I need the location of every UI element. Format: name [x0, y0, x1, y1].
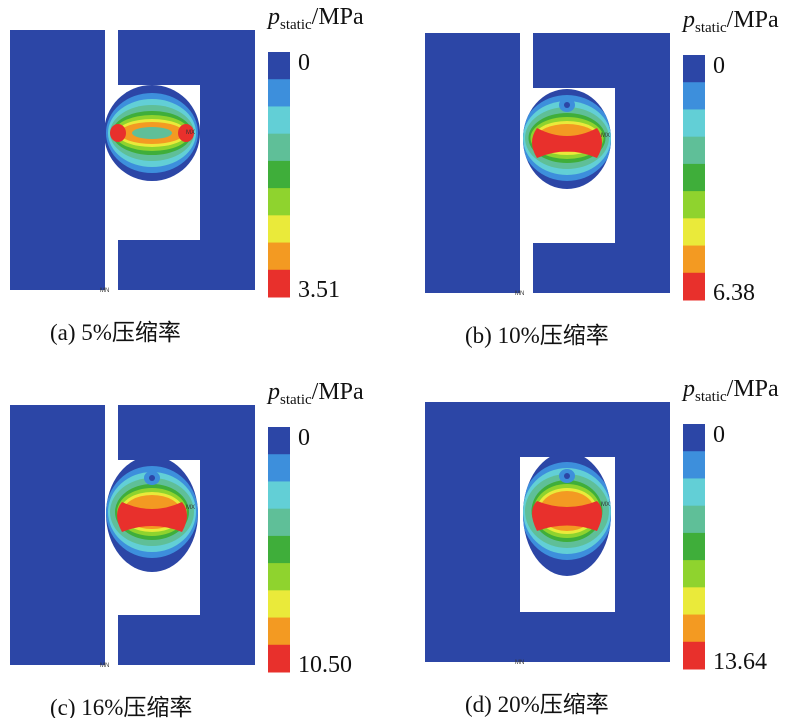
colorbar-band: [268, 269, 290, 298]
legend-title: pstatic/MPa: [266, 379, 364, 408]
colorbar-band: [683, 191, 705, 219]
colorbar-band: [683, 505, 705, 534]
max-marker: MX: [601, 502, 610, 508]
hot-spot: [532, 501, 602, 531]
colorbar-band: [683, 587, 705, 616]
min-marker: MN: [515, 660, 524, 666]
legend-subscript: static: [695, 20, 727, 36]
colorbar-band: [683, 109, 705, 138]
colorbar-max-label: 13.64: [713, 649, 767, 675]
panel: MN MX 0 13.64 pstatic/MPa (d) 20%压缩率: [425, 376, 779, 717]
panel: MN MX 0 3.51 pstatic/MPa (a) 5%压缩率: [10, 4, 364, 345]
colorbar-band: [268, 454, 290, 482]
contour: [523, 89, 611, 189]
contour-band: [149, 475, 155, 481]
colorbar-band: [268, 508, 290, 537]
left-block: [425, 402, 520, 662]
colorbar-band: [268, 188, 290, 216]
colorbar-band: [268, 535, 290, 564]
colorbar-band: [683, 478, 705, 507]
colorbar-min-label: 0: [298, 425, 310, 451]
panel: MN MX 0 6.38 pstatic/MPa (b) 10%压缩率: [425, 7, 779, 348]
colorbar-band: [268, 563, 290, 591]
hot-spot: [532, 128, 602, 158]
clamp-block: [118, 30, 255, 290]
caption: (a) 5%压缩率: [50, 320, 181, 345]
colorbar-band: [683, 641, 705, 670]
legend-title: pstatic/MPa: [266, 4, 364, 33]
colorbar-band: [268, 160, 290, 189]
left-block: [10, 405, 105, 665]
max-marker: MX: [186, 505, 195, 511]
max-marker: MX: [601, 133, 610, 139]
colorbar-band: [268, 242, 290, 271]
legend-unit: /MPa: [727, 376, 779, 402]
legend-subscript: static: [695, 389, 727, 405]
contour-band: [132, 127, 172, 139]
legend-symbol: p: [681, 376, 695, 402]
colorbar-band: [683, 272, 705, 301]
colorbar-band: [683, 55, 705, 83]
colorbar-band: [683, 560, 705, 588]
colorbar-min-label: 0: [713, 422, 725, 448]
colorbar-max-label: 10.50: [298, 652, 352, 678]
colorbar-band: [683, 136, 705, 165]
colorbar-band: [683, 614, 705, 643]
hot-spot: [110, 124, 126, 142]
min-marker: MN: [100, 288, 109, 294]
colorbar-min-label: 0: [298, 50, 310, 76]
colorbar-band: [683, 245, 705, 274]
clamp-block: [118, 405, 255, 665]
hot-spot: [178, 124, 194, 142]
legend-title: pstatic/MPa: [681, 376, 779, 405]
colorbar-band: [268, 481, 290, 510]
legend-subscript: static: [280, 17, 312, 33]
contour: [106, 456, 198, 572]
contour-band: [564, 473, 570, 479]
legend-title: pstatic/MPa: [681, 7, 779, 36]
hot-spot: [117, 502, 187, 532]
contour: [523, 452, 611, 576]
colorbar-band: [683, 424, 705, 452]
legend-subscript: static: [280, 392, 312, 408]
legend-unit: /MPa: [727, 7, 779, 33]
min-marker: MN: [100, 663, 109, 669]
contour: [104, 85, 200, 181]
left-block: [425, 33, 520, 293]
max-marker: MX: [186, 130, 195, 136]
colorbar-band: [683, 218, 705, 247]
caption: (c) 16%压缩率: [50, 695, 192, 718]
colorbar-band: [683, 532, 705, 561]
left-block: [10, 30, 105, 290]
colorbar-min-label: 0: [713, 53, 725, 79]
colorbar-band: [268, 79, 290, 107]
colorbar-band: [268, 427, 290, 455]
legend-unit: /MPa: [312, 4, 364, 30]
legend-unit: /MPa: [312, 379, 364, 405]
colorbar-band: [268, 52, 290, 80]
colorbar-band: [268, 617, 290, 646]
min-marker: MN: [515, 291, 524, 297]
clamp-block: [533, 33, 670, 293]
colorbar-band: [683, 82, 705, 110]
clamp-block: [520, 402, 670, 662]
colorbar-max-label: 3.51: [298, 277, 340, 303]
caption: (d) 20%压缩率: [465, 692, 609, 717]
colorbar-band: [268, 133, 290, 162]
colorbar-max-label: 6.38: [713, 280, 755, 306]
caption: (b) 10%压缩率: [465, 323, 609, 348]
legend-symbol: p: [266, 4, 280, 30]
colorbar-band: [268, 106, 290, 135]
colorbar-band: [683, 163, 705, 192]
panel: MN MX 0 10.50 pstatic/MPa (c) 16%压缩率: [10, 379, 364, 718]
legend-symbol: p: [266, 379, 280, 405]
legend-symbol: p: [681, 7, 695, 33]
colorbar-band: [268, 215, 290, 244]
colorbar-band: [268, 644, 290, 673]
contour-band: [564, 102, 570, 108]
colorbar-band: [683, 451, 705, 479]
colorbar-band: [268, 590, 290, 619]
